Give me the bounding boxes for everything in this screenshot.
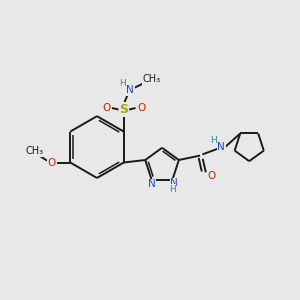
Text: O: O <box>102 103 110 113</box>
Text: O: O <box>48 158 56 167</box>
Text: S: S <box>119 103 128 116</box>
Text: O: O <box>208 171 216 181</box>
Text: N: N <box>148 179 155 189</box>
Text: CH₃: CH₃ <box>143 74 161 84</box>
Text: O: O <box>137 103 146 113</box>
Text: H: H <box>210 136 217 146</box>
Text: CH₃: CH₃ <box>25 146 44 156</box>
Text: H: H <box>169 185 176 194</box>
Text: N: N <box>218 142 225 152</box>
Text: H: H <box>118 80 125 88</box>
Text: N: N <box>126 85 134 95</box>
Text: N: N <box>170 178 178 188</box>
